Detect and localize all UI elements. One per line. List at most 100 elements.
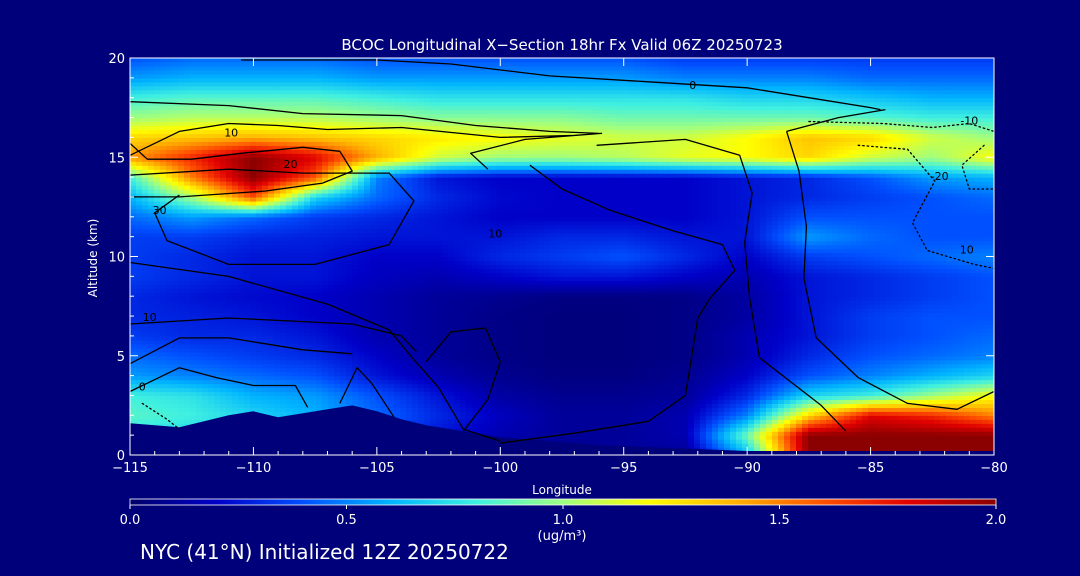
field-cell	[964, 423, 971, 428]
field-cell	[838, 435, 845, 440]
field-cell	[946, 379, 953, 385]
field-cell	[562, 371, 569, 377]
field-cell	[142, 363, 149, 369]
field-cell	[484, 339, 491, 345]
field-cell	[292, 355, 299, 361]
field-cell	[382, 355, 389, 361]
field-cell	[826, 403, 833, 408]
field-cell	[496, 419, 503, 424]
field-cell	[532, 327, 539, 333]
field-cell	[802, 447, 809, 452]
field-cell	[310, 339, 317, 345]
field-cell	[970, 371, 977, 377]
field-cell	[700, 391, 707, 397]
field-cell	[964, 335, 971, 341]
field-cell	[940, 447, 947, 452]
field-cell	[676, 316, 683, 321]
field-cell	[436, 355, 443, 361]
field-cell	[538, 419, 545, 424]
field-cell	[232, 367, 239, 373]
field-cell	[976, 347, 983, 353]
field-cell	[658, 423, 665, 428]
field-cell	[772, 403, 779, 408]
field-cell	[970, 331, 977, 337]
field-cell	[664, 331, 671, 337]
field-cell	[508, 419, 515, 424]
field-cell	[214, 367, 221, 373]
field-cell	[976, 411, 983, 416]
field-cell	[700, 419, 707, 424]
field-cell	[442, 403, 449, 408]
field-cell	[928, 351, 935, 357]
field-cell	[412, 375, 419, 381]
field-cell	[280, 371, 287, 377]
field-cell	[316, 323, 323, 329]
field-cell	[922, 379, 929, 385]
field-cell	[598, 383, 605, 389]
field-cell	[826, 320, 833, 325]
field-cell	[724, 375, 731, 381]
field-cell	[640, 339, 647, 345]
field-cell	[772, 395, 779, 401]
field-cell	[838, 447, 845, 452]
field-cell	[550, 335, 557, 341]
field-cell	[880, 443, 887, 448]
field-cell	[538, 395, 545, 401]
field-cell	[322, 403, 329, 408]
field-cell	[232, 375, 239, 381]
field-cell	[178, 367, 185, 373]
field-cell	[658, 320, 665, 325]
field-cell	[244, 351, 251, 357]
field-cell	[736, 383, 743, 389]
field-cell	[862, 411, 869, 416]
field-cell	[448, 395, 455, 401]
field-cell	[526, 411, 533, 416]
field-cell	[352, 383, 359, 389]
field-cell	[448, 415, 455, 420]
field-cell	[520, 355, 527, 361]
field-cell	[784, 391, 791, 397]
field-cell	[184, 375, 191, 381]
field-cell	[874, 347, 881, 353]
field-cell	[562, 359, 569, 365]
field-cell	[808, 407, 815, 412]
field-cell	[952, 327, 959, 333]
field-cell	[688, 431, 695, 436]
field-cell	[976, 435, 983, 440]
field-cell	[868, 320, 875, 325]
field-cell	[400, 320, 407, 325]
field-cell	[190, 415, 197, 420]
field-cell	[352, 391, 359, 397]
field-cell	[364, 343, 371, 349]
field-cell	[796, 383, 803, 389]
field-cell	[796, 359, 803, 365]
field-cell	[910, 343, 917, 349]
field-cell	[154, 367, 161, 373]
field-cell	[856, 403, 863, 408]
field-cell	[826, 359, 833, 365]
field-cell	[670, 423, 677, 428]
field-cell	[760, 427, 767, 432]
field-cell	[520, 363, 527, 369]
field-cell	[832, 355, 839, 361]
field-cell	[922, 339, 929, 345]
field-cell	[430, 320, 437, 325]
field-cell	[334, 387, 341, 393]
field-cell	[796, 343, 803, 349]
field-cell	[574, 320, 581, 325]
field-cell	[388, 316, 395, 321]
field-cell	[406, 347, 413, 353]
field-cell	[790, 355, 797, 361]
field-cell	[334, 379, 341, 385]
field-cell	[328, 383, 335, 389]
field-cell	[166, 423, 173, 428]
field-cell	[802, 331, 809, 337]
field-cell	[688, 391, 695, 397]
field-cell	[406, 327, 413, 333]
field-cell	[988, 403, 994, 408]
field-cell	[748, 407, 755, 412]
field-cell	[460, 355, 467, 361]
field-cell	[352, 327, 359, 333]
field-cell	[808, 427, 815, 432]
field-cell	[676, 383, 683, 389]
